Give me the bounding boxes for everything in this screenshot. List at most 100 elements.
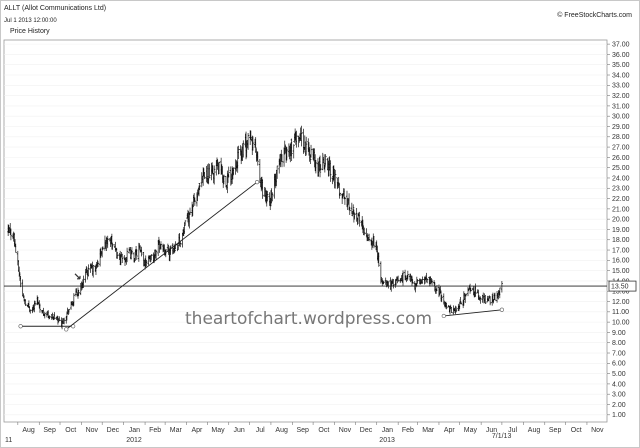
ohlc-bar (101, 246, 104, 250)
x-month-label: Apr (191, 427, 203, 434)
ohlc-bar (249, 130, 252, 140)
ohlc-bar (270, 188, 273, 204)
ohlc-bar (106, 235, 109, 249)
ohlc-bar (150, 253, 153, 261)
y-tick-label: 33.00 (612, 83, 630, 90)
x-month-label: Sep (549, 427, 562, 434)
ohlc-bar (237, 145, 240, 159)
ohlc-bar (67, 309, 70, 316)
x-year-label: 11 (5, 437, 12, 444)
x-month-label: Jun (233, 427, 244, 434)
copyright-label: © FreeStockCharts.com (557, 12, 632, 19)
y-tick-label: 15.00 (612, 268, 630, 275)
ohlc-bar (63, 317, 66, 325)
ohlc-bar (353, 212, 356, 220)
ohlc-bar (421, 276, 424, 284)
x-month-label: Jan (129, 427, 140, 434)
x-month-label: Feb (149, 427, 161, 434)
y-tick-label: 34.00 (612, 72, 630, 79)
x-month-label: Apr (444, 427, 456, 434)
y-tick-label: 8.00 (612, 340, 626, 347)
y-tick-label: 23.00 (612, 186, 630, 193)
ohlc-bar (155, 249, 158, 260)
ohlc-bar (271, 192, 274, 201)
ohlc-bar (87, 264, 90, 277)
ohlc-bar (125, 247, 129, 263)
y-tick-label: 1.00 (612, 412, 626, 419)
ohlc-bar (300, 125, 303, 147)
ohlc-bar (145, 259, 148, 267)
ohlc-bar (455, 307, 458, 313)
ohlc-bar (177, 244, 180, 251)
ohlc-bar (314, 159, 317, 174)
price-bars (7, 125, 503, 330)
ohlc-bar (484, 295, 487, 304)
ohlc-bar (324, 154, 327, 166)
ohlc-bar (338, 192, 342, 196)
chart-title: ALLT (Allot Communications Ltd) (4, 5, 107, 12)
x-month-label: Jan (382, 427, 393, 434)
y-tick-label: 32.00 (612, 93, 630, 100)
ohlc-bar (411, 278, 414, 284)
ohlc-bar (247, 132, 250, 150)
x-month-label: Nov (86, 427, 99, 434)
chart-timestamp: Jul 1 2013 12:00:00 (4, 18, 57, 24)
y-tick-label: 35.00 (612, 62, 630, 69)
ohlc-bar (196, 189, 199, 201)
ohlc-bar (121, 254, 124, 263)
y-tick-label: 12.00 (612, 299, 630, 306)
x-month-label: Mar (422, 427, 435, 434)
ohlc-bar (114, 241, 117, 252)
ohlc-bar (242, 140, 245, 158)
trendline-anchor (18, 324, 23, 329)
ohlc-bar (365, 228, 368, 237)
y-tick-label: 27.00 (612, 144, 630, 151)
ohlc-bar (29, 310, 32, 314)
y-tick-label: 26.00 (612, 155, 630, 162)
last-date-label: 7/1/13 (492, 433, 512, 440)
ohlc-bar (368, 233, 371, 242)
x-month-label: Jul (508, 427, 517, 434)
ohlc-bar (280, 154, 284, 168)
ohlc-bar (92, 265, 95, 278)
ohlc-bar (319, 164, 322, 171)
ohlc-bar (159, 241, 163, 250)
ohlc-bar (203, 172, 206, 180)
ohlc-bar (482, 292, 485, 299)
y-tick-label: 6.00 (612, 361, 626, 368)
y-tick-label: 2.00 (612, 402, 626, 409)
ohlc-bar (34, 300, 37, 306)
x-year-label: 2013 (379, 437, 395, 444)
ohlc-bar (419, 278, 422, 285)
y-tick-label: 36.00 (612, 52, 630, 59)
ohlc-bar (392, 279, 395, 289)
y-tick-label: 13.00 (612, 289, 630, 296)
ohlc-bar (363, 227, 366, 236)
ohlc-bar (135, 249, 138, 260)
ohlc-bar (193, 197, 196, 206)
ohlc-bar (232, 167, 235, 176)
ohlc-bar (382, 281, 385, 285)
y-tick-label: 37.00 (612, 42, 630, 49)
ohlc-bar (486, 295, 489, 303)
ohlc-bar (334, 169, 337, 189)
ohlc-bar (220, 164, 223, 175)
ohlc-bar (157, 236, 160, 246)
ohlc-bar (430, 279, 434, 286)
ohlc-bar (140, 246, 143, 257)
x-month-label: Oct (318, 427, 329, 434)
last-price-label: 13.50 (611, 284, 629, 291)
x-month-label: Oct (65, 427, 76, 434)
ohlc-bar (213, 165, 216, 185)
y-tick-label: 10.00 (612, 320, 630, 327)
x-month-label: Aug (22, 427, 35, 434)
ohlc-bar (222, 174, 226, 185)
ohlc-bar (9, 228, 13, 241)
x-month-label: Nov (591, 427, 604, 434)
y-tick-label: 24.00 (612, 175, 630, 182)
y-tick-label: 5.00 (612, 371, 626, 378)
trendline-anchor (64, 327, 69, 332)
ohlc-bar (14, 243, 17, 253)
